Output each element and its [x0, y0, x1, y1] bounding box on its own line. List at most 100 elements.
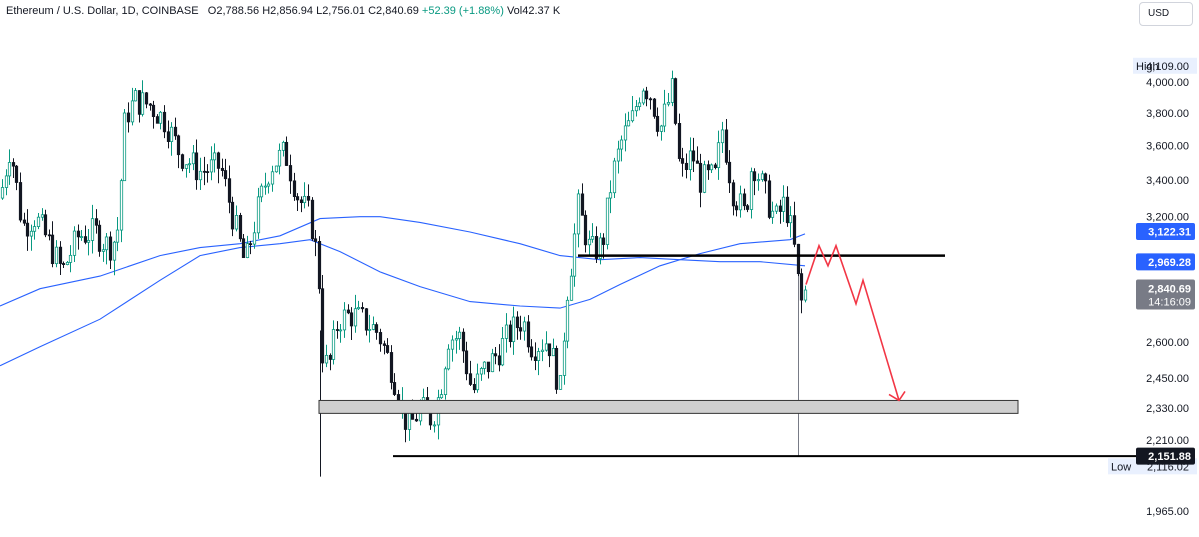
candle-body [313, 238, 318, 242]
candle-body [101, 249, 106, 252]
candle-body [580, 193, 585, 216]
candle-body [522, 321, 527, 332]
candle-body [256, 196, 261, 234]
candle-body [475, 373, 480, 391]
candle-body [155, 116, 160, 124]
candle-body [331, 329, 336, 360]
open-value: 2,788.56 [216, 5, 260, 17]
last-price-tag: 2,840.69 [1148, 284, 1191, 296]
candle-body [698, 162, 703, 193]
price-tick-label: 3,800.00 [1146, 108, 1189, 120]
candle-body [576, 193, 581, 235]
candle-body [252, 232, 257, 245]
candle-body [414, 418, 419, 422]
candle-body [565, 299, 570, 342]
candle-body [760, 173, 765, 180]
candle-body [32, 226, 37, 232]
price-tick-label: 2,450.00 [1146, 373, 1189, 385]
candle-body [115, 229, 120, 243]
candle-body [328, 354, 333, 360]
candle-body [662, 103, 667, 127]
candle-body [691, 150, 696, 162]
currency-button[interactable]: USD [1139, 2, 1193, 26]
candle-body [450, 339, 455, 350]
symbol-title[interactable]: Ethereum / U.S. Dollar, 1D, COINBASE [6, 5, 199, 17]
candle-body [497, 355, 502, 366]
candle-body [245, 243, 250, 259]
candle-body [61, 263, 66, 265]
candle-body [90, 218, 95, 241]
candle-body [227, 178, 232, 203]
support-line-tag: 2,151.88 [1136, 447, 1195, 465]
price-axis[interactable]: 4,000.00 3,800.00 3,600.00 3,400.00 3,200.00… [1108, 57, 1197, 518]
candle-body [688, 150, 693, 170]
support-line-tag-text: 2,151.88 [1148, 451, 1191, 463]
price-tick-label: 3,600.00 [1146, 141, 1189, 153]
candle-body [695, 160, 700, 164]
high-label: H [262, 5, 271, 17]
candle-body [76, 230, 81, 238]
candle-body [50, 234, 55, 265]
candle-body [335, 329, 340, 331]
candle-body [220, 167, 225, 171]
candle-body [209, 159, 214, 173]
candle-body [680, 158, 685, 164]
candle-body [684, 162, 689, 170]
candle-body [299, 199, 304, 204]
candle-body [194, 152, 199, 181]
candle-body [479, 368, 484, 375]
candle-body [43, 214, 48, 236]
candle-body [25, 222, 30, 237]
candle-body [47, 234, 52, 237]
candle-body [346, 309, 351, 314]
candle-body [659, 125, 664, 132]
candle-body [461, 331, 466, 352]
candle-body [151, 104, 156, 118]
price-tick-label: 1,965.00 [1146, 506, 1189, 518]
candle-body [94, 218, 99, 226]
candle-body [317, 241, 322, 290]
candle-body [382, 343, 387, 346]
candle-body [68, 254, 73, 263]
candle-body [515, 316, 520, 329]
candle-body [140, 92, 145, 115]
candle-body [18, 182, 23, 221]
candle-body [4, 175, 9, 188]
candle-body [439, 394, 444, 399]
candle-body [263, 185, 268, 188]
candle-body [202, 170, 207, 173]
candle-body [22, 219, 27, 224]
candle-body [374, 324, 379, 333]
ma-slow-tag-text: 2,969.28 [1148, 257, 1191, 269]
candle-body [626, 120, 631, 127]
candle-body [112, 241, 117, 261]
candle-body [349, 312, 354, 327]
candle-body [72, 230, 77, 256]
symbol-legend[interactable]: Ethereum / U.S. Dollar, 1D, COINBASE O2,… [6, 5, 560, 17]
candle-body [443, 368, 448, 395]
candle-body [583, 214, 588, 246]
candle-body [457, 331, 462, 339]
volume-label: Vol [506, 5, 523, 17]
candle-body [223, 170, 228, 180]
candle-body [742, 193, 747, 207]
candle-body [371, 324, 376, 330]
candle-body [634, 106, 639, 112]
moving-averages [0, 216, 806, 367]
ma-fast-tag-bg [1136, 223, 1195, 241]
candle-body [338, 329, 343, 332]
candle-body [774, 205, 779, 212]
candle-body [173, 126, 178, 137]
candle-body [490, 353, 495, 373]
low-label: L [316, 5, 323, 17]
candle-body [295, 196, 300, 201]
high-label: High [1136, 61, 1159, 73]
candle-body [601, 237, 606, 245]
candle-body [500, 338, 505, 366]
candle-body [238, 215, 243, 240]
candle-body [547, 343, 552, 357]
candle-body [216, 152, 221, 169]
candle-body [302, 195, 307, 204]
volume-value: 42.37 K [522, 5, 561, 17]
